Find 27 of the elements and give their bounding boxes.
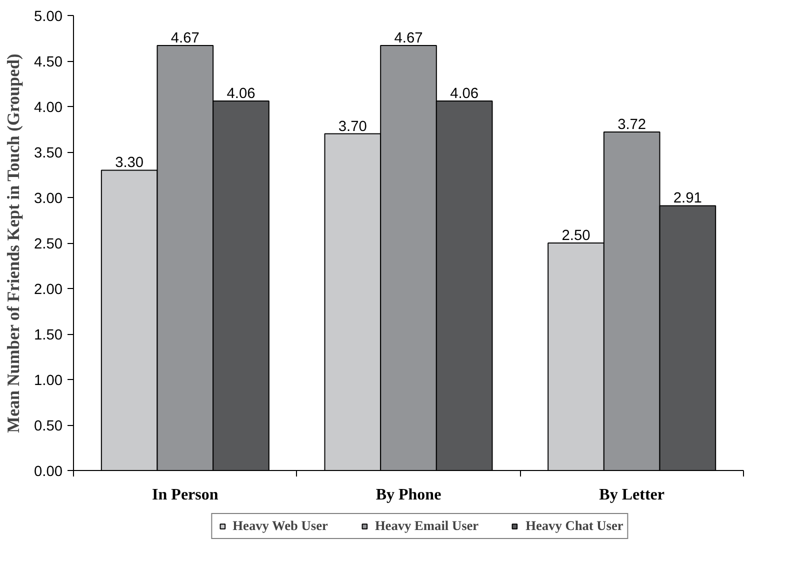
legend-label: Heavy Web User xyxy=(232,518,328,534)
y-tick-label: 3.00 xyxy=(34,191,63,207)
y-tick-label: 2.50 xyxy=(34,236,63,252)
y-tick-label: 1.00 xyxy=(34,373,63,389)
y-tick-label: 3.50 xyxy=(34,146,63,162)
x-tick-label: In Person xyxy=(152,486,218,504)
data-label: 3.70 xyxy=(338,118,367,135)
data-label: 4.67 xyxy=(170,30,200,47)
y-tick-label: 5.00 xyxy=(34,9,63,25)
legend-label: Heavy Email User xyxy=(374,518,479,534)
y-tick-label: 1.50 xyxy=(34,328,63,344)
y-tick-label: 0.50 xyxy=(34,418,63,434)
x-tick-label: By Phone xyxy=(376,486,442,504)
data-label: 2.50 xyxy=(562,228,590,244)
legend-label: Heavy Chat User xyxy=(526,518,624,534)
data-label: 3.72 xyxy=(618,116,646,133)
x-tick-label: By Letter xyxy=(599,486,664,504)
y-axis-title: Mean Number of Friends Kept in Touch (Grouped) xyxy=(4,54,23,433)
data-label: 4.67 xyxy=(394,30,423,47)
y-tick-label: 4.50 xyxy=(34,54,63,70)
data-label: 3.30 xyxy=(115,155,144,172)
y-tick-label: 2.00 xyxy=(34,282,63,298)
y-tick-label: 4.00 xyxy=(34,100,63,116)
y-tick-label: 0.00 xyxy=(34,464,63,480)
data-label: 4.06 xyxy=(450,86,479,102)
data-label: 4.06 xyxy=(226,86,256,102)
data-label: 2.91 xyxy=(673,190,702,207)
